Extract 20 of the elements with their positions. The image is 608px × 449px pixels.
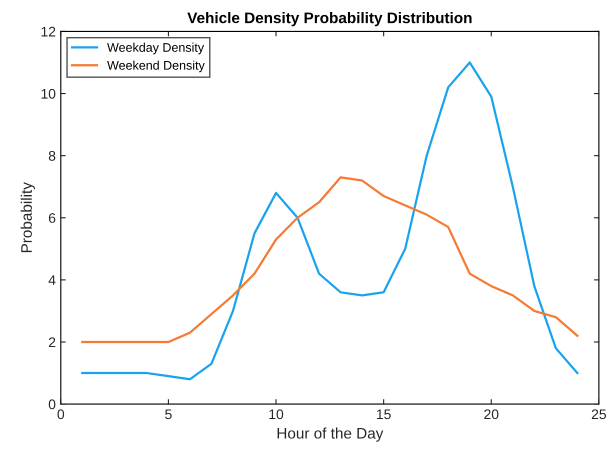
x-axis-title: Hour of the Day [278,427,384,442]
y-tick-label: 12 [42,26,56,36]
x-tick-label: 10 [269,409,284,420]
y-tick-label: 2 [48,337,56,348]
x-tick-label: 20 [484,409,498,420]
y-tick-label: 0 [48,399,56,410]
legend-label: Weekend Density [107,60,205,72]
x-tick-label: 15 [376,409,391,420]
line-series [81,61,578,380]
y-tick-label: 4 [48,275,56,285]
y-tick-label: 8 [48,150,56,161]
x-tick-label: 5 [165,409,172,420]
y-axis-title: Probability [20,182,35,252]
chart-title: Vehicle Density Probability Distribution [187,12,472,26]
legend-label: Weekday Density [107,42,204,54]
x-tick-label: 25 [592,409,606,420]
y-tick-label: 6 [48,213,56,223]
line-series [81,176,578,344]
y-tick-label: 10 [42,88,56,99]
x-tick-label: 0 [57,409,64,420]
